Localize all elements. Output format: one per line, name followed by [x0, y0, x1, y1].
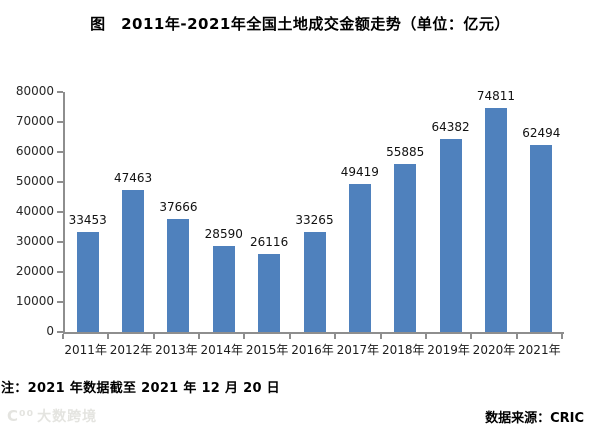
bar — [348, 184, 371, 332]
y-axis-tick-label: 80000 — [15, 84, 54, 98]
x-axis-tick-mark — [424, 334, 427, 339]
y-axis-tick-label: 50000 — [15, 174, 54, 188]
y-axis-tick-label: 60000 — [15, 144, 54, 158]
x-axis-category-label: 2016年 — [291, 343, 334, 357]
footnote: 注：2021 年数据截至 2021 年 12 月 20 日 — [1, 381, 280, 396]
bar — [439, 139, 462, 332]
x-axis-tick-mark — [107, 334, 110, 339]
x-axis-tick-mark — [470, 334, 473, 339]
y-axis-tick-mark — [57, 271, 63, 273]
x-axis-tick-mark — [198, 334, 201, 339]
x-axis-category-label: 2012年 — [109, 343, 153, 357]
x-axis-category-label: 2014年 — [200, 343, 244, 357]
bar-value-label: 49419 — [340, 165, 379, 179]
y-axis-tick-mark — [57, 151, 63, 153]
y-axis-tick-mark — [57, 121, 63, 123]
y-axis-tick-label: 20000 — [15, 264, 54, 278]
bar-value-label: 47463 — [113, 171, 153, 185]
bar-value-label: 33265 — [295, 213, 334, 227]
chart-title: 图 2011年-2021年全国土地成交金额走势（单位：亿元） — [90, 15, 510, 33]
x-axis-tick-mark — [62, 334, 64, 339]
y-axis-tick-mark — [57, 211, 63, 213]
y-axis-tick-mark — [57, 331, 63, 333]
watermark-logo-icon: C⁰⁰ — [7, 407, 35, 425]
bar-value-label: 64382 — [431, 120, 470, 134]
x-axis-tick-mark — [561, 334, 563, 339]
data-source: 数据来源：CRIC — [485, 411, 584, 426]
x-axis-category-label: 2020年 — [472, 343, 516, 357]
bar-value-label: 62494 — [522, 126, 561, 140]
y-axis-tick-label: 10000 — [15, 294, 54, 308]
bar — [212, 246, 235, 332]
y-axis-tick-mark — [57, 181, 63, 183]
bar — [484, 108, 507, 332]
bar — [258, 254, 281, 332]
bar — [303, 232, 326, 332]
watermark: C⁰⁰ 大数跨境 — [7, 406, 97, 426]
bar-value-label: 55885 — [386, 145, 425, 159]
x-axis-category-label: 2019年 — [427, 343, 470, 357]
y-axis-tick-label: 0 — [46, 324, 54, 338]
bar — [530, 145, 553, 332]
y-axis-tick-label: 40000 — [15, 204, 54, 218]
x-axis-category-label: 2018年 — [381, 343, 425, 357]
y-axis-tick-mark — [57, 301, 63, 303]
x-axis-tick-mark — [515, 334, 518, 339]
x-axis-category-label: 2015年 — [245, 343, 289, 357]
bar — [167, 219, 190, 332]
x-axis-tick-mark — [288, 334, 291, 339]
y-axis-tick-label: 30000 — [15, 234, 54, 248]
x-axis-tick-mark — [243, 334, 246, 339]
x-axis-tick-mark — [379, 334, 382, 339]
x-axis-category-label: 2021年 — [518, 343, 561, 357]
bar — [394, 164, 417, 332]
y-axis-tick-label: 70000 — [15, 114, 54, 128]
x-axis-tick-mark — [334, 334, 337, 339]
bar-value-label: 26116 — [250, 235, 289, 249]
bar-value-label: 37666 — [159, 200, 198, 214]
x-axis-tick-mark — [152, 334, 155, 339]
bar-chart-plot-area: 33453 47463 37666 28590 26116 33265 49419 55885… — [63, 89, 564, 334]
bar — [76, 232, 99, 332]
x-axis-category-label: 2013年 — [155, 343, 198, 357]
bar-value-label: 74811 — [476, 89, 516, 103]
x-axis-category-label: 2017年 — [336, 343, 380, 357]
y-axis-tick-mark — [57, 241, 63, 243]
bar — [122, 190, 145, 332]
y-axis-tick-mark — [57, 91, 63, 93]
bar-value-label: 33453 — [68, 213, 107, 227]
x-axis-category-label: 2011年 — [64, 343, 107, 357]
watermark-label: 大数跨境 — [37, 409, 98, 425]
bar-value-label: 28590 — [204, 227, 243, 241]
